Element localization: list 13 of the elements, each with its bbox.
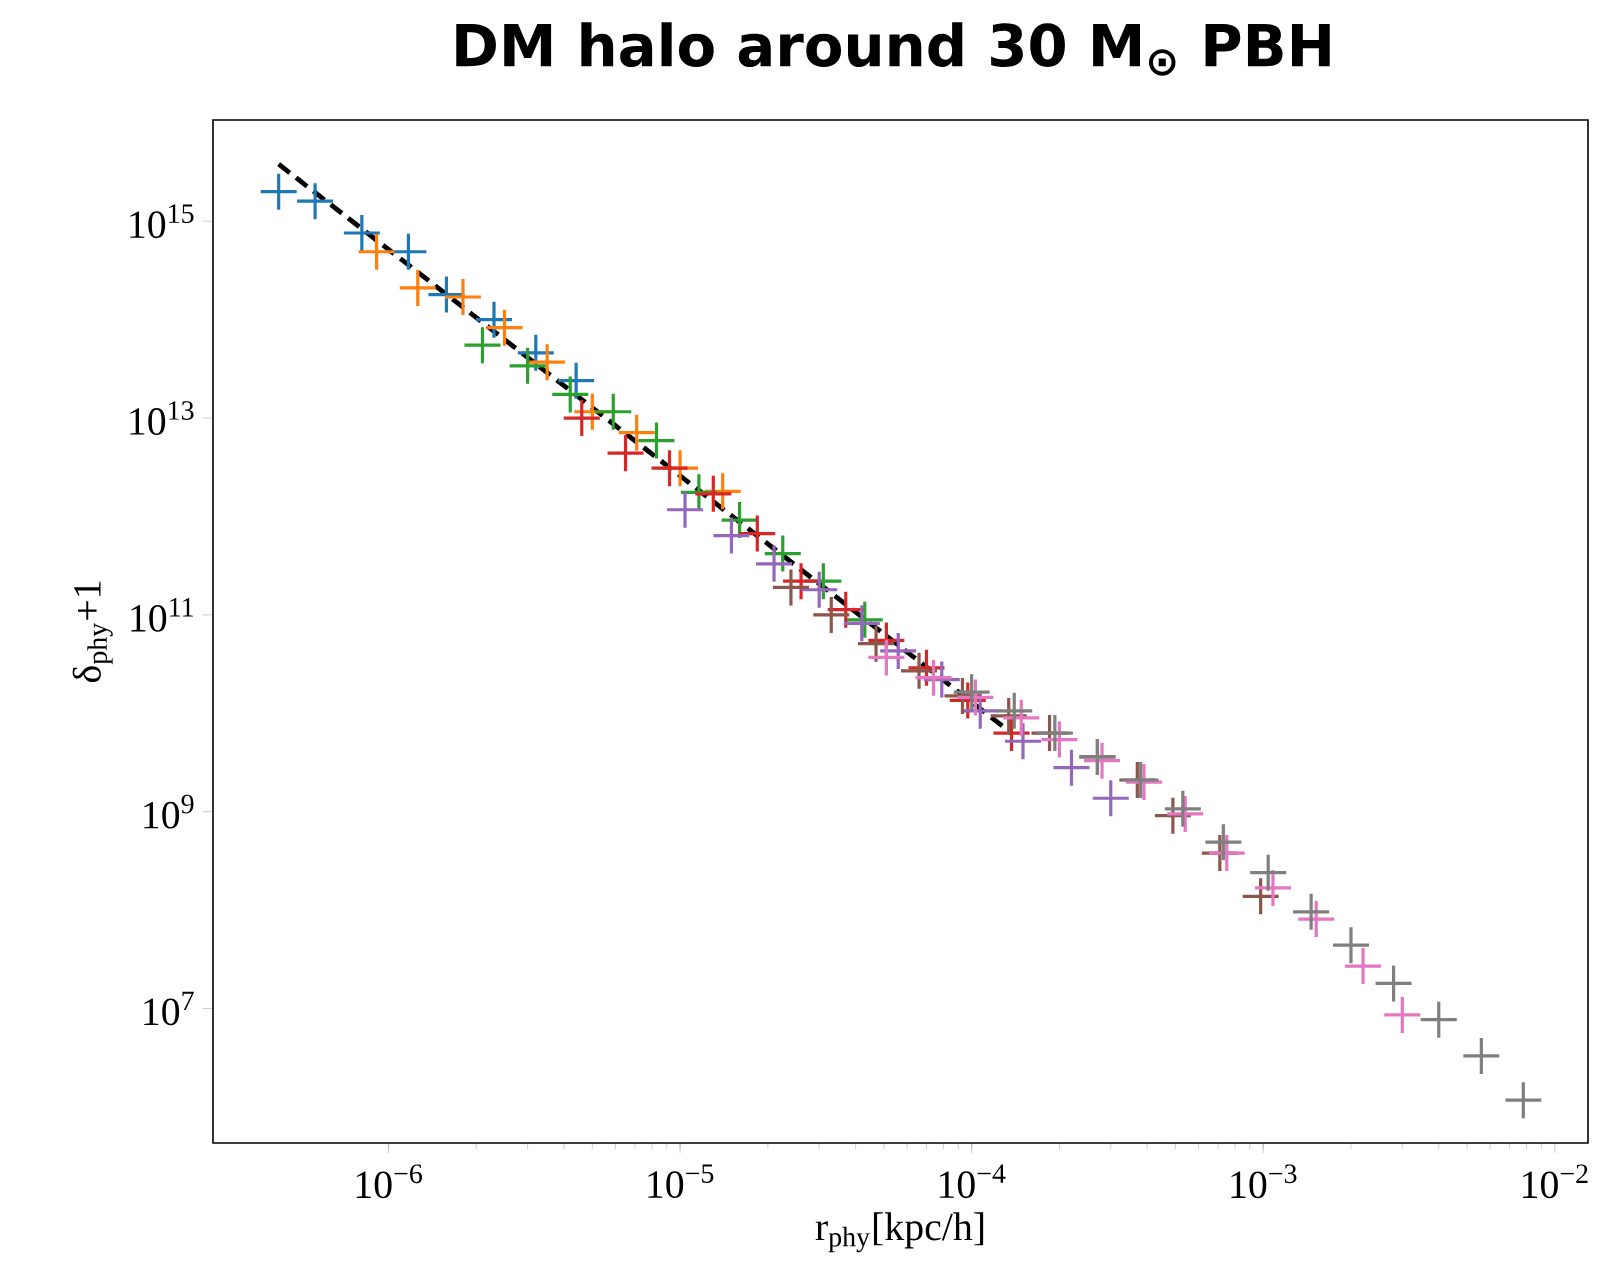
x-tick-label: 10$^{−3}$: [1231, 1164, 1297, 1199]
y-tick-label: 10$^{15}$: [130, 204, 194, 239]
x-axis-title: r$_{phy}$[kpc/h]: [815, 1212, 984, 1253]
x-tick-label: 10$^{−4}$: [939, 1164, 1006, 1199]
y-tick-label: 10$^{11}$: [131, 597, 193, 632]
y-tick-label: 10$^{7}$: [144, 991, 194, 1026]
y-axis-title: δ$_{phy}$+1: [72, 581, 113, 682]
x-tick-label: 10$^{−2}$: [1523, 1164, 1588, 1199]
y-tick-label: 10$^{13}$: [130, 401, 194, 435]
y-tick-label: 10$^{9}$: [144, 794, 194, 829]
chart-title: DM halo around 30 M$_{⊙}$ PBH: [456, 22, 1330, 76]
x-tick-label: 10$^{−6}$: [356, 1164, 422, 1199]
x-tick-label: 10$^{−5}$: [648, 1164, 714, 1199]
